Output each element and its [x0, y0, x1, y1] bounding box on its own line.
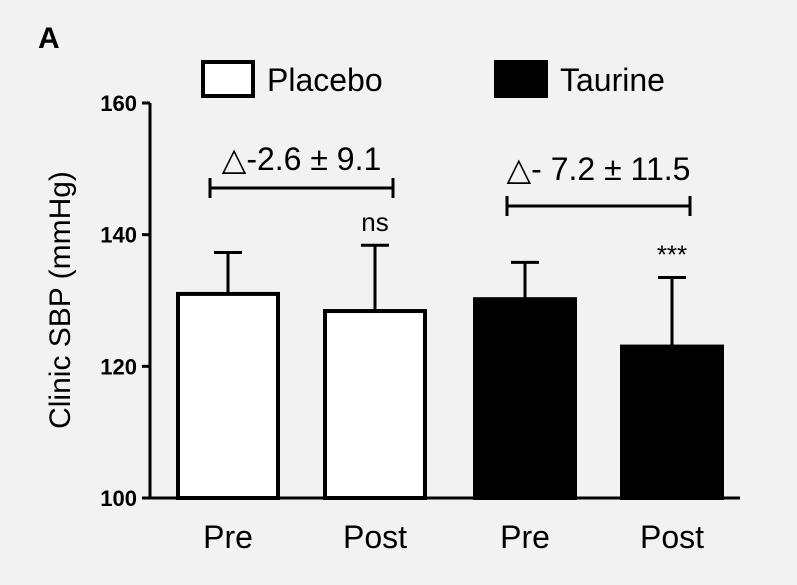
delta-annotation: △-2.6 ± 9.1 [222, 141, 382, 177]
legend-swatch-placebo [201, 60, 255, 98]
significance-label: *** [657, 239, 687, 269]
y-tick-label: 140 [100, 223, 137, 248]
x-tick-label: Post [640, 519, 704, 555]
bar-placebo-post [323, 309, 427, 500]
legend-label-taurine: Taurine [560, 62, 665, 98]
y-tick-label: 120 [100, 354, 137, 379]
delta-annotation: △- 7.2 ± 11.5 [507, 151, 691, 187]
y-axis-label: Clinic SBP (mmHg) [44, 171, 77, 429]
x-tick-label: Pre [500, 519, 550, 555]
bar-taurine-post [620, 344, 724, 501]
x-tick-label: Pre [203, 519, 253, 555]
panel-label: A [38, 22, 60, 55]
legend-swatch-taurine [494, 60, 548, 98]
annotations: △-2.6 ± 9.1 △- 7.2 ± 11.5 [208, 141, 692, 216]
y-tick-label: 100 [100, 486, 137, 511]
bars: Pre Post ns Pre Post *** [176, 207, 724, 555]
legend: Placebo Taurine [201, 60, 665, 98]
x-tick-label: Post [343, 519, 407, 555]
bar-taurine-pre [473, 297, 577, 500]
y-tick-label: 160 [100, 91, 137, 116]
legend-label-placebo: Placebo [267, 62, 383, 98]
bar-placebo-pre [176, 291, 280, 500]
significance-label: ns [361, 207, 388, 237]
